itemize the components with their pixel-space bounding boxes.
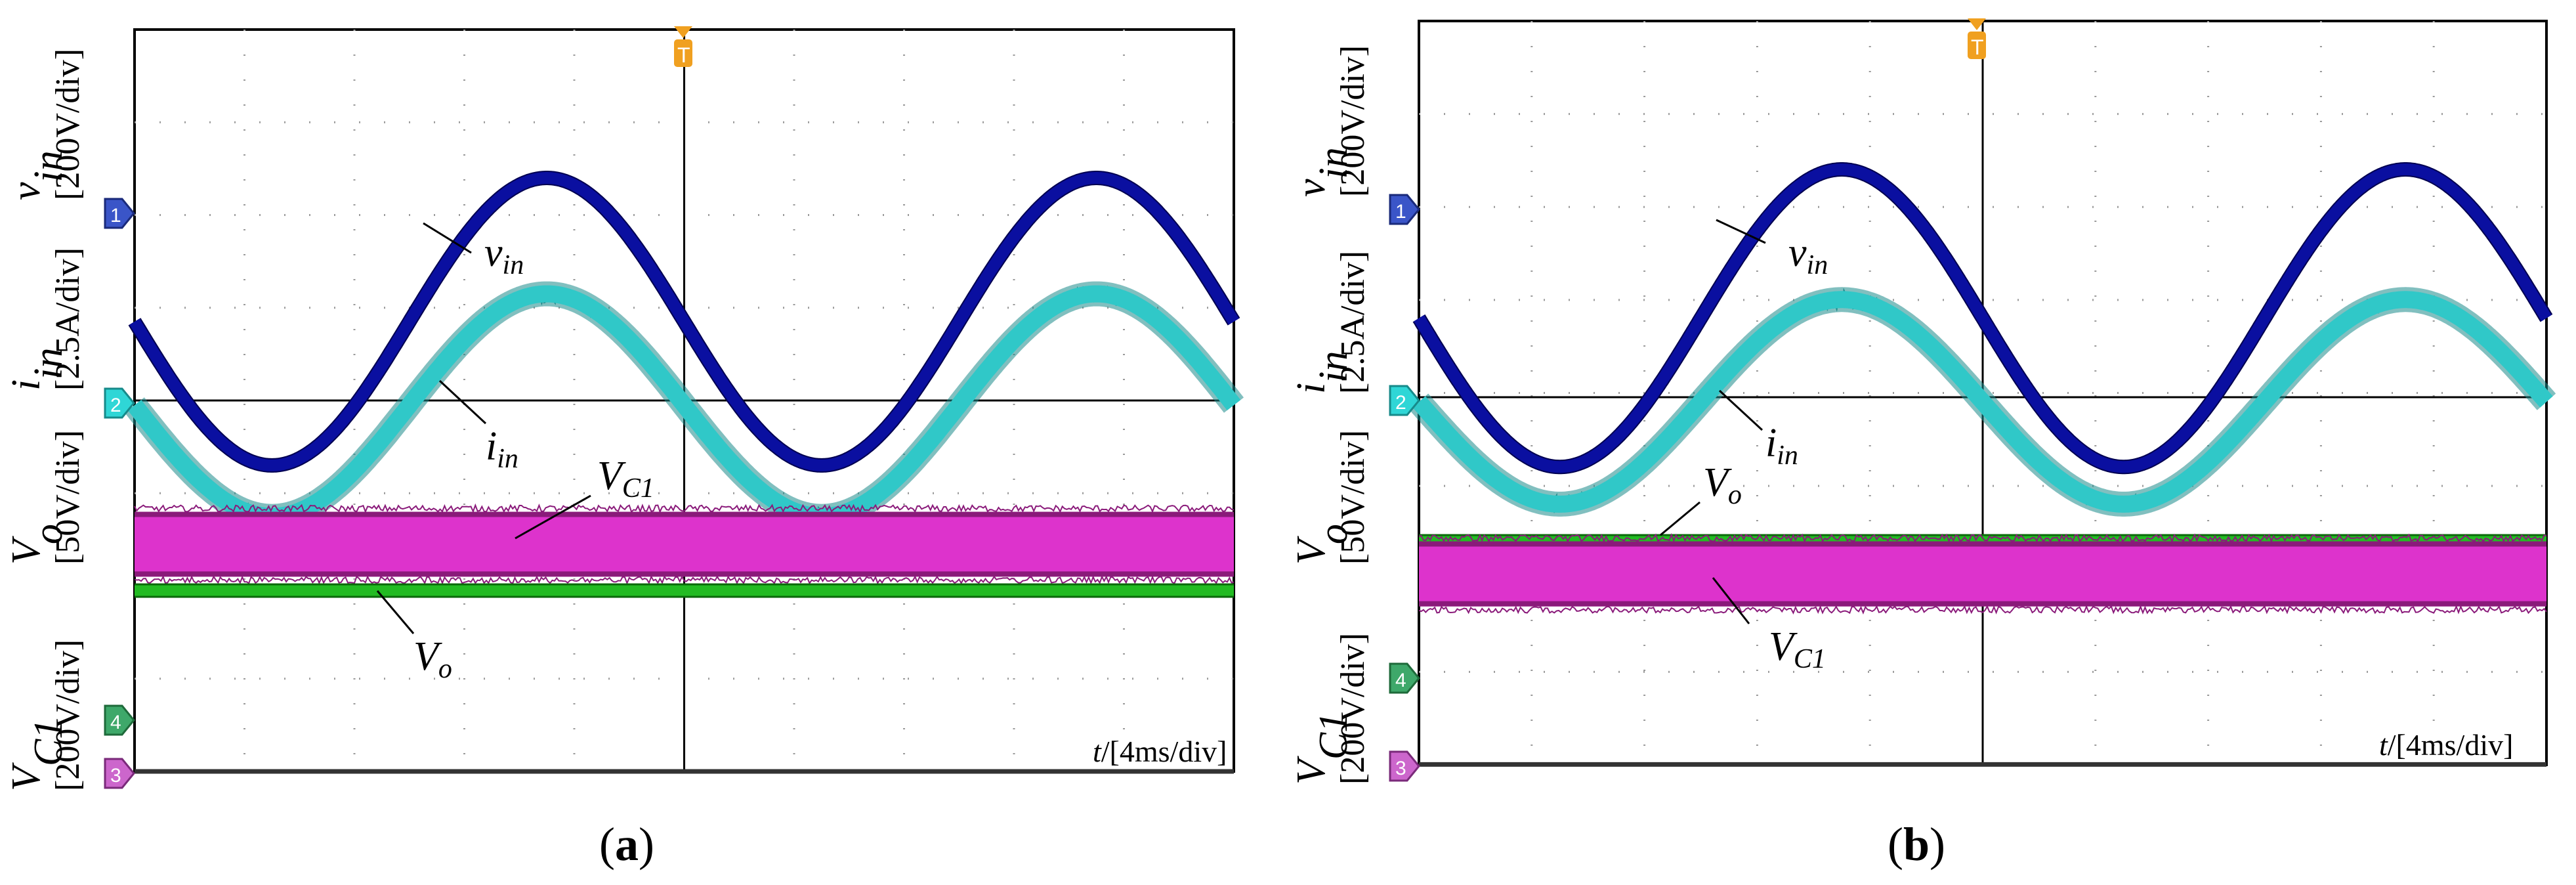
trace-label-iin-b: iin (1718, 389, 1798, 471)
channel-marker-4-b: 4 (1389, 662, 1420, 694)
trace-label-vin-a: vin (423, 222, 524, 280)
svg-text:Vo: Vo (413, 634, 452, 684)
svg-text:vin: vin (484, 230, 524, 280)
trace-vc1-bottom-edge (135, 571, 1234, 577)
channel-marker-1-b: 1 (1389, 194, 1420, 225)
svg-text:1: 1 (110, 205, 121, 227)
panel-b: vin [200V/div] iin [2.5A/div] Vo [50V/di… (1289, 18, 2558, 871)
channel-label-vc1-a: VC1 [200V/div] (4, 639, 87, 791)
traces-a (123, 171, 1245, 774)
svg-text:1: 1 (1395, 201, 1406, 223)
svg-text:2: 2 (110, 395, 121, 416)
trace-vc1-noise-top (1418, 533, 2547, 543)
trace-label-vc1-b: VC1 (1712, 577, 1826, 674)
channel-marker-2-a: 2 (104, 387, 135, 419)
channel-marker-4-a: 4 (104, 704, 135, 736)
svg-text:3: 3 (110, 765, 121, 787)
trace-iin (127, 285, 1241, 525)
trace-vc1-noise-bottom (1418, 605, 2547, 615)
svg-text:VC1: VC1 (1769, 624, 1826, 674)
channel-label-iin-b: iin [2.5A/div] (1289, 251, 1372, 394)
trace-label-vin-b: vin (1716, 219, 1828, 280)
trace-vc1-top-edge (135, 511, 1234, 517)
panel-a: vin [200V/div] iin [2.5A/div] Vo [50V/di… (4, 26, 1245, 871)
svg-text:2: 2 (1395, 392, 1406, 414)
trace-label-vc1-a: VC1 (515, 454, 654, 540)
traces-b (1408, 162, 2558, 767)
channel-label-vo-b: Vo [50V/div] (1289, 430, 1372, 565)
channel-label-vin-b: vin [200V/div] (1289, 45, 1372, 197)
trace-label-iin-a: iin (438, 379, 518, 474)
trace-vc1-noise-bottom (134, 574, 1235, 585)
trace-label-vo-b: Vo (1660, 460, 1742, 536)
trace-label-vo-a: Vo (376, 590, 452, 684)
trace-vin (129, 172, 1239, 471)
svg-text:T: T (1971, 35, 1984, 59)
trace-vc1-top-edge (1419, 541, 2546, 547)
time-scale-label-b: t/[4ms/div] (2379, 728, 2513, 762)
channel-label-vin-a: vin [200V/div] (4, 49, 87, 200)
trigger-marker-a: T (674, 26, 692, 67)
svg-text:iin: iin (486, 424, 518, 474)
channel-marker-1-a: 1 (104, 198, 135, 229)
trace-vc1-band (1419, 541, 2546, 607)
channel-label-vo-a: Vo [50V/div] (4, 430, 87, 565)
trace-vc1-band (135, 511, 1234, 577)
svg-text:4: 4 (110, 712, 121, 733)
svg-text:T: T (677, 43, 690, 67)
channel-marker-2-b: 2 (1389, 385, 1420, 416)
svg-text:vin: vin (1788, 230, 1828, 280)
svg-text:iin: iin (1765, 421, 1798, 471)
channel-marker-3-a: 3 (104, 758, 135, 789)
svg-text:Vo: Vo (1703, 460, 1742, 510)
trace-vc1-noise-top (134, 503, 1235, 514)
channel-marker-3-b: 3 (1389, 750, 1420, 782)
trace-vo (135, 585, 1234, 596)
svg-text:4: 4 (1395, 670, 1406, 691)
svg-text:3: 3 (1395, 758, 1406, 779)
channel-label-vc1-b: VC1 [200V/div] (1289, 633, 1372, 785)
trace-vc1-bottom-edge (1419, 601, 2546, 607)
time-scale-label-a: t/[4ms/div] (1093, 735, 1227, 768)
panel-caption-b: (b) (1888, 818, 1945, 871)
trace-vin (1414, 163, 2552, 473)
channel-label-iin-a: iin [2.5A/div] (4, 248, 87, 391)
svg-text:VC1: VC1 (597, 454, 654, 504)
trace-iin (1412, 291, 2554, 513)
trigger-marker-b: T (1968, 18, 1986, 59)
panel-caption-a: (a) (599, 818, 654, 871)
